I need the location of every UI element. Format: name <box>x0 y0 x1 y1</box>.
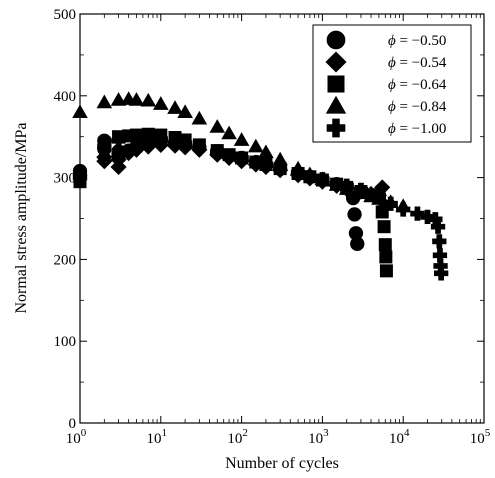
data-point-plus <box>432 234 447 249</box>
data-point-plus <box>177 136 193 151</box>
legend-marker-square <box>327 75 345 93</box>
data-point-diamond <box>140 138 157 155</box>
x-tick-label: 102 <box>227 427 248 447</box>
y-tick-label: 0 <box>69 416 77 432</box>
x-tick-label: 104 <box>389 427 410 447</box>
legend-label: ϕ = −0.54 <box>388 55 447 71</box>
data-point-triangle <box>96 94 113 109</box>
data-point-triangle <box>140 92 157 107</box>
data-point-circle <box>348 226 364 241</box>
data-point-square <box>192 138 206 152</box>
data-point-square <box>377 220 391 234</box>
data-point-plus <box>420 209 435 225</box>
data-point-plus <box>290 165 306 180</box>
data-point-plus <box>396 202 411 217</box>
x-axis-title: Number of cycles <box>225 455 339 472</box>
data-point-plus <box>153 132 168 147</box>
x-tick-label: 100 <box>66 427 87 447</box>
data-point-square <box>379 250 393 264</box>
data-point-plus <box>383 196 398 211</box>
data-point-diamond <box>96 149 113 166</box>
data-point-plus <box>428 212 443 227</box>
data-point-plus <box>210 144 225 159</box>
legend-marker-plus <box>326 118 346 138</box>
legend-marker-diamond <box>325 51 347 73</box>
data-point-square <box>141 127 155 141</box>
data-point-plus <box>315 172 330 187</box>
y-tick-label: 300 <box>54 171 77 187</box>
series-plus <box>72 131 449 281</box>
data-point-triangle <box>128 92 145 106</box>
data-point-triangle <box>72 104 88 119</box>
y-tick-label: 100 <box>54 334 77 350</box>
data-point-triangle <box>177 104 193 119</box>
data-point-plus <box>430 219 446 234</box>
data-point-plus <box>97 139 112 154</box>
legend-label: ϕ = −1.00 <box>388 121 446 137</box>
data-point-square <box>379 264 393 278</box>
data-point-plus <box>353 182 369 198</box>
data-point-triangle <box>221 125 237 140</box>
data-point-square <box>378 238 392 252</box>
data-point-triangle <box>153 96 169 110</box>
points-layer <box>72 91 449 281</box>
legend-marker-triangle <box>325 95 347 114</box>
data-point-plus <box>339 178 354 193</box>
y-tick-label: 500 <box>54 7 77 23</box>
data-point-triangle <box>191 110 208 125</box>
data-point-plus <box>234 150 249 166</box>
legend: ϕ = −0.50 ϕ = −0.54 ϕ = −0.64 ϕ = −0.84 ϕ = … <box>312 24 472 143</box>
data-point-plus <box>258 157 274 172</box>
data-point-triangle <box>233 132 250 146</box>
data-point-plus <box>129 131 144 146</box>
data-point-plus <box>433 258 448 274</box>
data-point-diamond <box>128 141 145 158</box>
legend-marker-circle <box>326 30 346 50</box>
data-point-plus <box>410 206 425 221</box>
y-axis-title: Normal stress amplitude/MPa <box>13 122 30 313</box>
data-point-plus <box>371 188 387 203</box>
data-point-circle <box>350 236 365 252</box>
legend-label: ϕ = −0.50 <box>388 33 446 49</box>
data-point-triangle <box>258 144 274 159</box>
data-point-triangle <box>167 100 183 114</box>
x-tick-label: 101 <box>147 427 168 447</box>
data-point-diamond <box>110 151 127 168</box>
x-tick-label: 105 <box>470 427 491 447</box>
data-point-square <box>375 205 389 219</box>
data-point-plus <box>111 133 126 148</box>
x-tick-label: 103 <box>308 427 329 447</box>
data-point-square <box>222 148 236 162</box>
data-point-plus <box>432 248 448 263</box>
data-point-triangle <box>248 138 264 153</box>
y-tick-label: 200 <box>54 252 77 268</box>
data-point-triangle <box>209 119 226 133</box>
data-point-circle <box>347 207 362 222</box>
legend-label: ϕ = −0.84 <box>388 99 447 115</box>
data-point-triangle <box>272 151 288 166</box>
data-point-plus <box>72 170 88 185</box>
data-point-triangle <box>302 166 318 181</box>
legend-label: ϕ = −0.64 <box>388 77 447 93</box>
y-tick-label: 400 <box>54 89 77 105</box>
data-point-plus <box>434 266 449 281</box>
